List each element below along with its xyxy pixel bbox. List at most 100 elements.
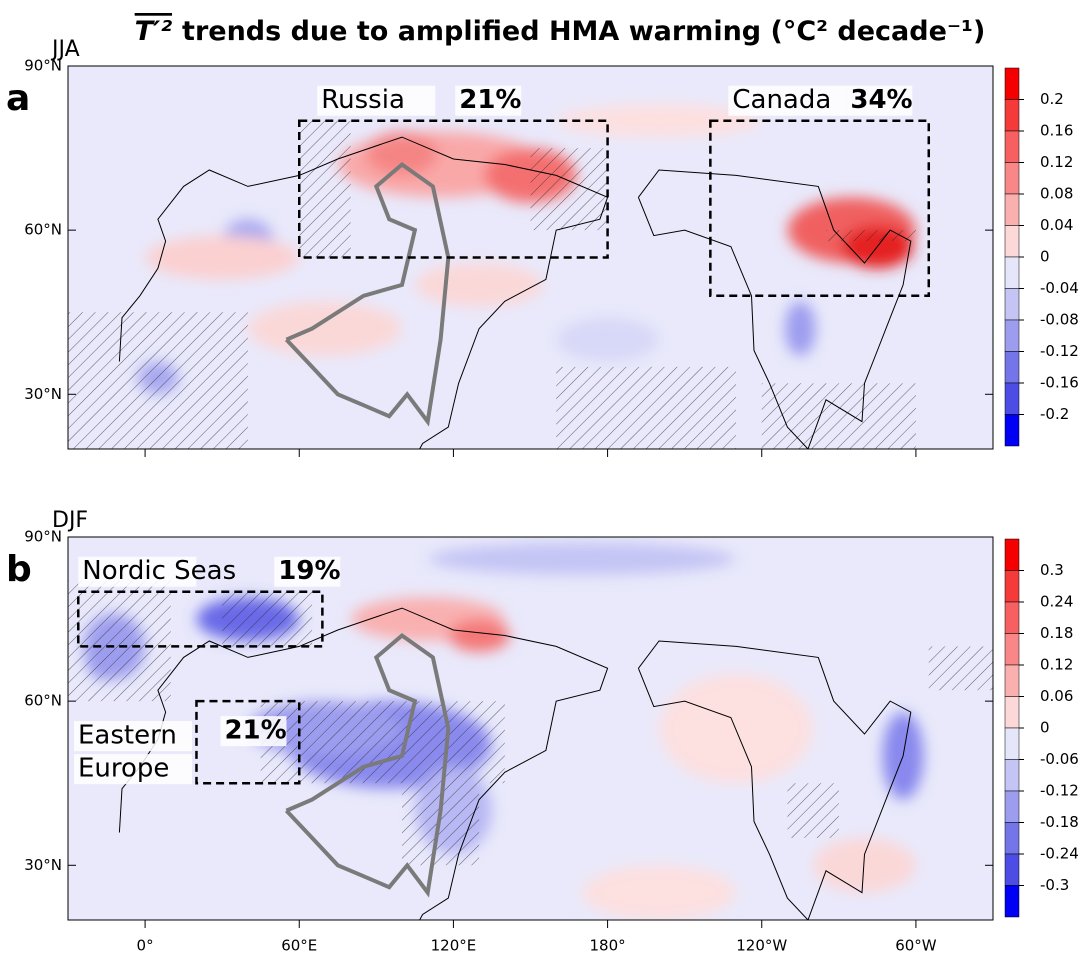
colorbar-label: -0.06 [1040, 750, 1079, 768]
field-blob [784, 301, 816, 356]
field-blob [582, 865, 736, 920]
lat-tick-label: 60°N [24, 221, 62, 239]
map-field [68, 66, 993, 449]
colorbar-swatch [1004, 99, 1020, 132]
colorbar-label: -0.24 [1040, 845, 1079, 863]
region-box [709, 119, 931, 298]
colorbar-swatch [1004, 225, 1020, 258]
region-percent: 34% [850, 85, 912, 115]
region-percent: 19% [278, 556, 340, 586]
colorbar-swatch [1004, 696, 1020, 729]
colorbar-label: -0.08 [1040, 311, 1079, 329]
significance-hatch [260, 701, 505, 784]
title-text: trends due to amplified HMA warming (°C²… [182, 16, 985, 47]
colorbar-swatch [1004, 853, 1020, 886]
colorbar-label: 0.2 [1040, 90, 1064, 108]
significance-hatch [787, 783, 839, 838]
field-blobs [137, 104, 916, 395]
colorbar-swatch [1004, 351, 1020, 384]
lon-tick-label: 0° [137, 937, 154, 955]
colorbar-swatch [1004, 67, 1020, 100]
colorbar-swatch [1004, 382, 1020, 415]
region-name: Russia [321, 85, 405, 115]
coastline [118, 136, 609, 449]
lon-tick-label: 60°W [895, 937, 937, 955]
significance-hatch [68, 312, 248, 449]
colorbar-swatch [1004, 790, 1020, 823]
coastline [637, 169, 912, 449]
lat-tick-label: 90°N [24, 57, 62, 75]
colorbar-swatch [1004, 130, 1020, 163]
colorbar-label: 0.18 [1040, 624, 1073, 642]
significance-hatch [825, 230, 916, 242]
region-percent: 21% [459, 85, 521, 115]
field-blob [415, 262, 544, 307]
significance-hatch [761, 383, 916, 449]
region-name: Canada [732, 85, 831, 115]
colorbar-label: 0.06 [1040, 687, 1073, 705]
colorbar-label: -0.2 [1040, 405, 1069, 423]
colorbar-label: 0.04 [1040, 216, 1073, 234]
colorbar-swatch [1004, 256, 1020, 289]
lat-tick-label: 30°N [24, 385, 62, 403]
lat-tick-label: 60°N [24, 692, 62, 710]
colorbar-label: -0.16 [1040, 374, 1079, 392]
colorbar-swatch [1004, 885, 1020, 918]
colorbar-label: -0.04 [1040, 279, 1079, 297]
field-blob [248, 301, 402, 356]
lon-tick-label: 120°E [431, 937, 477, 955]
lon-tick-label: 120°W [736, 937, 787, 955]
colorbar-swatch [1004, 664, 1020, 697]
colorbar-label: 0 [1040, 248, 1050, 266]
colorbar-label: 0.3 [1040, 561, 1064, 579]
significance-hatch [928, 646, 993, 691]
plateau-contour [284, 161, 451, 427]
colorbar-label: 0.24 [1040, 593, 1073, 611]
label-backdrop [728, 85, 847, 116]
lon-tick-label: 180° [590, 937, 626, 955]
label-backdrop [455, 85, 522, 116]
field-blob [366, 131, 438, 176]
significance-hatch [556, 366, 737, 449]
figure-title: T′² trends due to amplified HMA warming (… [135, 16, 986, 47]
region-name: Nordic Seas [82, 556, 236, 586]
field-blob [556, 317, 659, 362]
colorbar-swatch [1004, 727, 1020, 760]
region-box [77, 590, 324, 648]
colorbar-swatch [1004, 414, 1020, 447]
coastline [118, 607, 609, 920]
label-backdrop [74, 721, 192, 752]
season-label: DJF [52, 508, 88, 533]
field-blob [448, 619, 510, 652]
colorbar-swatch [1004, 759, 1020, 792]
colorbar-swatch [1004, 570, 1020, 603]
region-box [195, 699, 301, 785]
map-frame [67, 536, 994, 921]
colorbar-label: -0.12 [1040, 342, 1079, 360]
region-percent: 21% [224, 716, 286, 746]
panel-label: b [6, 549, 32, 590]
coastline [637, 640, 912, 920]
significance-hatch [299, 120, 351, 258]
plateau-contour [284, 632, 451, 898]
label-backdrop [78, 556, 197, 587]
label-backdrop [274, 556, 341, 587]
field-blob [428, 542, 736, 576]
region-name: Eastern [78, 721, 177, 751]
label-backdrop [846, 85, 913, 116]
lat-tick-label: 30°N [24, 856, 62, 874]
significance-hatch [68, 580, 171, 702]
colorbar-swatch [1004, 538, 1020, 571]
colorbar-label: 0.16 [1040, 122, 1073, 140]
lon-tick-label: 60°E [281, 937, 317, 955]
colorbar-label: 0.12 [1040, 656, 1073, 674]
colorbar-swatch [1004, 288, 1020, 321]
map-frame [67, 65, 994, 450]
colorbar-label: 0 [1040, 719, 1050, 737]
label-backdrop [74, 754, 192, 785]
label-backdrop [317, 85, 436, 116]
colorbar-label: -0.3 [1040, 876, 1069, 894]
colorbar-swatch [1004, 193, 1020, 226]
map-field [68, 537, 993, 920]
